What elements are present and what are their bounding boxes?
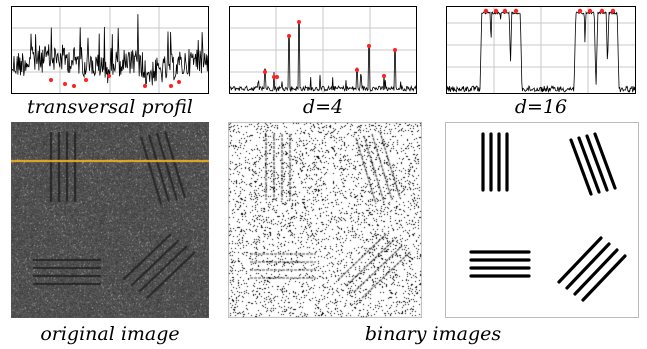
- original-image: [11, 122, 209, 318]
- caption-d4: d=4: [302, 96, 344, 118]
- minimum-marker: [63, 82, 67, 86]
- minimum-marker: [107, 74, 111, 78]
- peak-marker: [393, 48, 397, 52]
- transversal-profile-plot: [11, 6, 209, 94]
- profile-series: [11, 14, 209, 86]
- peak-marker: [272, 75, 276, 79]
- minimum-marker: [72, 84, 76, 88]
- peak-marker: [355, 68, 359, 72]
- antidiagonal-bar: [573, 248, 619, 296]
- peak-marker: [502, 8, 508, 14]
- diagonal-bar: [569, 138, 593, 196]
- peak-marker: [493, 8, 499, 14]
- profile-series: [446, 10, 636, 94]
- diagonal-bar: [593, 132, 617, 190]
- antidiagonal-bar: [565, 242, 611, 290]
- peak-marker: [513, 8, 519, 14]
- peak-marker: [263, 70, 267, 74]
- line-groups: [469, 132, 627, 302]
- peak-marker: [483, 8, 489, 14]
- peak-marker: [587, 8, 593, 14]
- peak-marker: [577, 8, 583, 14]
- caption-d16: d=16: [514, 96, 568, 118]
- peak-marker: [287, 34, 291, 38]
- minimum-marker: [84, 78, 88, 82]
- caption-binary: binary images: [364, 323, 502, 345]
- binary-image-d16: [445, 122, 639, 318]
- diagonal-bar: [577, 136, 601, 194]
- peak-marker: [297, 20, 301, 24]
- peak-marker: [275, 75, 279, 79]
- minimum-marker: [143, 84, 147, 88]
- peak-marker: [599, 8, 605, 14]
- minimum-marker: [49, 78, 53, 82]
- caption-original: original image: [40, 323, 180, 345]
- antidiagonal-bar: [557, 236, 603, 284]
- binary-image-d4: [228, 122, 422, 318]
- diagonal-bar: [585, 134, 609, 192]
- caption-transversal: transversal profil: [27, 96, 193, 118]
- minimum-marker: [177, 80, 181, 84]
- image-frame: [445, 122, 639, 318]
- antidiagonal-bar: [581, 254, 627, 302]
- minimum-marker: [169, 84, 173, 88]
- d4-profile-plot: [229, 6, 417, 94]
- profile-series: [229, 21, 417, 93]
- d16-profile-plot: [446, 6, 636, 94]
- peak-marker: [610, 8, 616, 14]
- peak-marker: [382, 74, 386, 78]
- peak-marker: [367, 44, 371, 48]
